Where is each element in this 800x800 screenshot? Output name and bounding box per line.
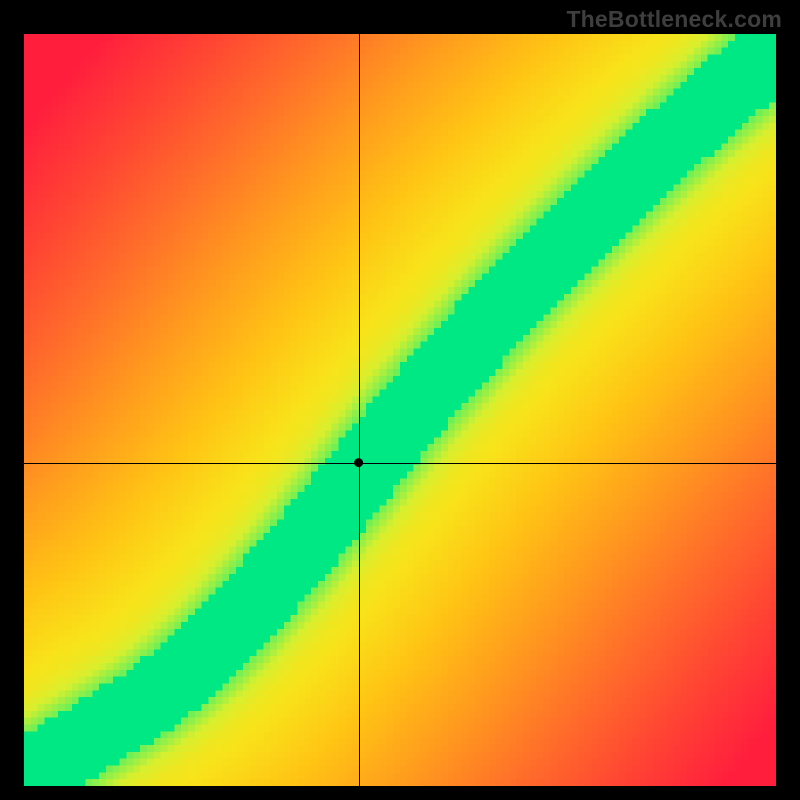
chart-container: TheBottleneck.com <box>0 0 800 800</box>
watermark-text: TheBottleneck.com <box>566 6 782 33</box>
crosshair-overlay <box>24 34 776 786</box>
